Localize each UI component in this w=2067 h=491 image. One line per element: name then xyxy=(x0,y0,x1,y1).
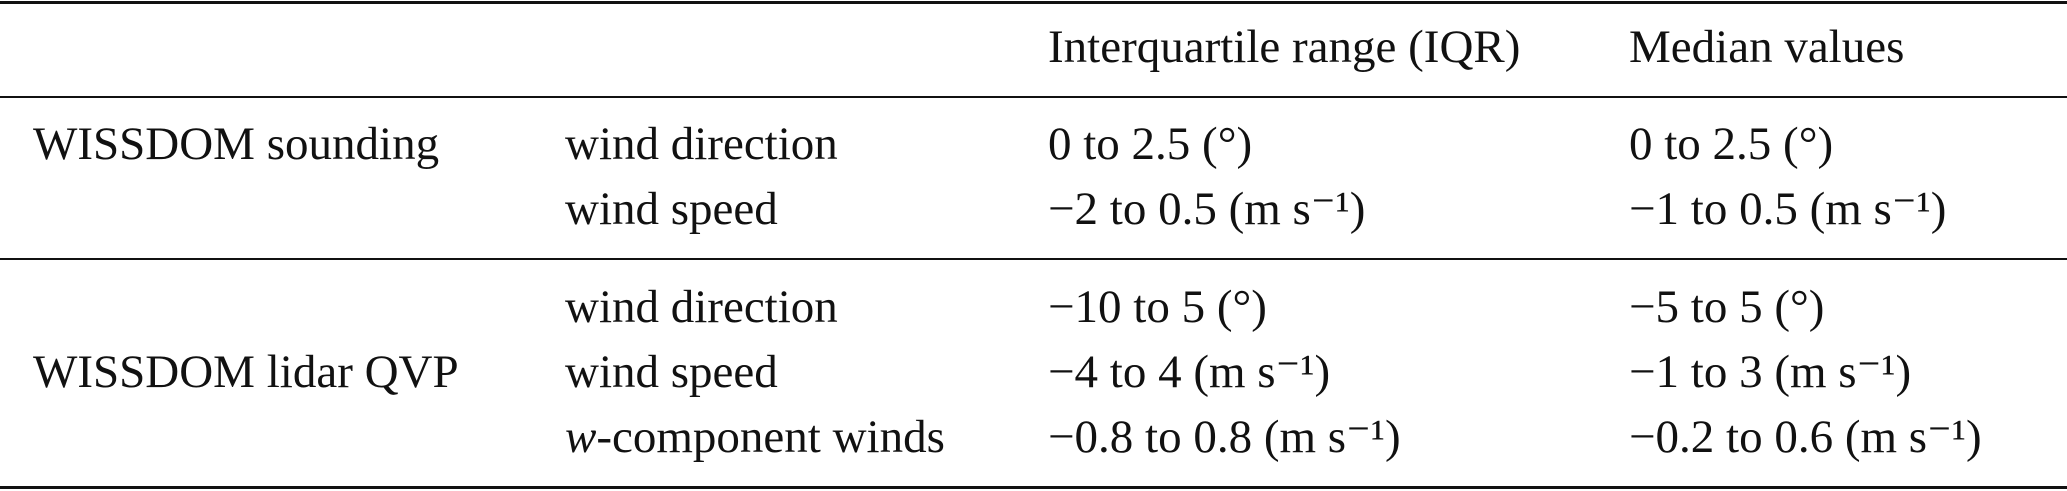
iqr-value: 0 to 2.5 (°) xyxy=(1048,118,1253,170)
variable-label: wind direction xyxy=(565,281,838,333)
group-label-lidar-qvp: WISSDOM lidar QVP xyxy=(33,346,459,398)
table-bottom-rule xyxy=(0,486,2067,489)
iqr-value: −10 to 5 (°) xyxy=(1048,281,1267,333)
median-value: −1 to 0.5 (m s⁻¹) xyxy=(1629,183,1947,235)
variable-label: wind speed xyxy=(565,183,778,235)
group-rule xyxy=(0,258,2067,260)
iqr-value: −4 to 4 (m s⁻¹) xyxy=(1048,346,1331,398)
median-value: −1 to 3 (m s⁻¹) xyxy=(1629,346,1912,398)
median-value: −5 to 5 (°) xyxy=(1629,281,1825,333)
header-median: Median values xyxy=(1629,21,1905,73)
header-rule xyxy=(0,96,2067,98)
median-value: 0 to 2.5 (°) xyxy=(1629,118,1834,170)
iqr-value: −2 to 0.5 (m s⁻¹) xyxy=(1048,183,1366,235)
variable-symbol-w: w xyxy=(565,411,597,463)
group-label-sounding: WISSDOM sounding xyxy=(33,118,440,170)
variable-label: w-component winds xyxy=(565,414,945,461)
median-value: −0.2 to 0.6 (m s⁻¹) xyxy=(1629,411,1982,463)
variable-label: wind direction xyxy=(565,118,838,170)
iqr-value: −0.8 to 0.8 (m s⁻¹) xyxy=(1048,411,1401,463)
table-top-rule xyxy=(0,1,2067,4)
header-iqr: Interquartile range (IQR) xyxy=(1048,21,1521,73)
variable-label: wind speed xyxy=(565,346,778,398)
variable-label-suffix: -component winds xyxy=(596,411,945,463)
